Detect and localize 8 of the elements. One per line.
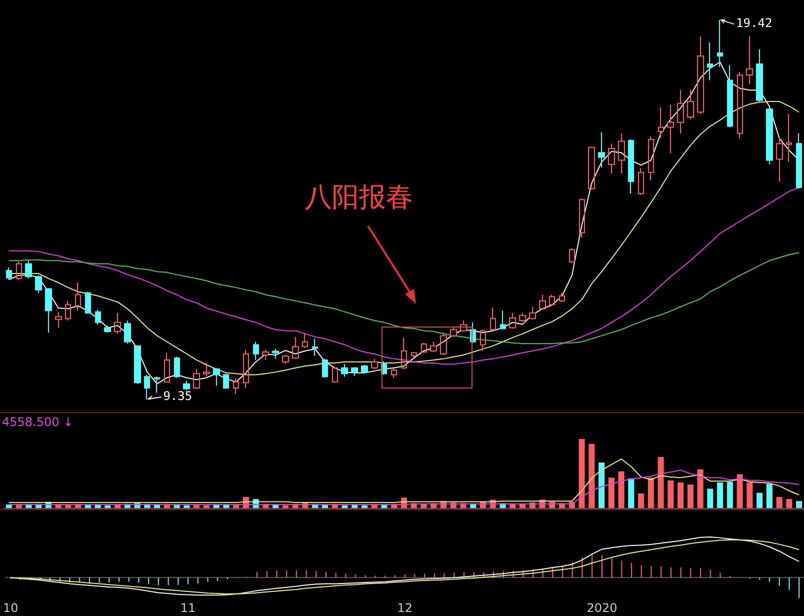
x-tick-label: 10 [2,601,18,615]
text: 4558.500 ↓ [2,415,74,429]
x-tick-label: 12 [397,601,412,615]
annotation: 八阳报春 [305,182,413,213]
x-tick-label: 11 [180,601,196,615]
annotation: 9.35 [163,388,192,403]
annotation: 19.42 [736,16,772,30]
x-tick-label: 2020 [586,601,618,615]
